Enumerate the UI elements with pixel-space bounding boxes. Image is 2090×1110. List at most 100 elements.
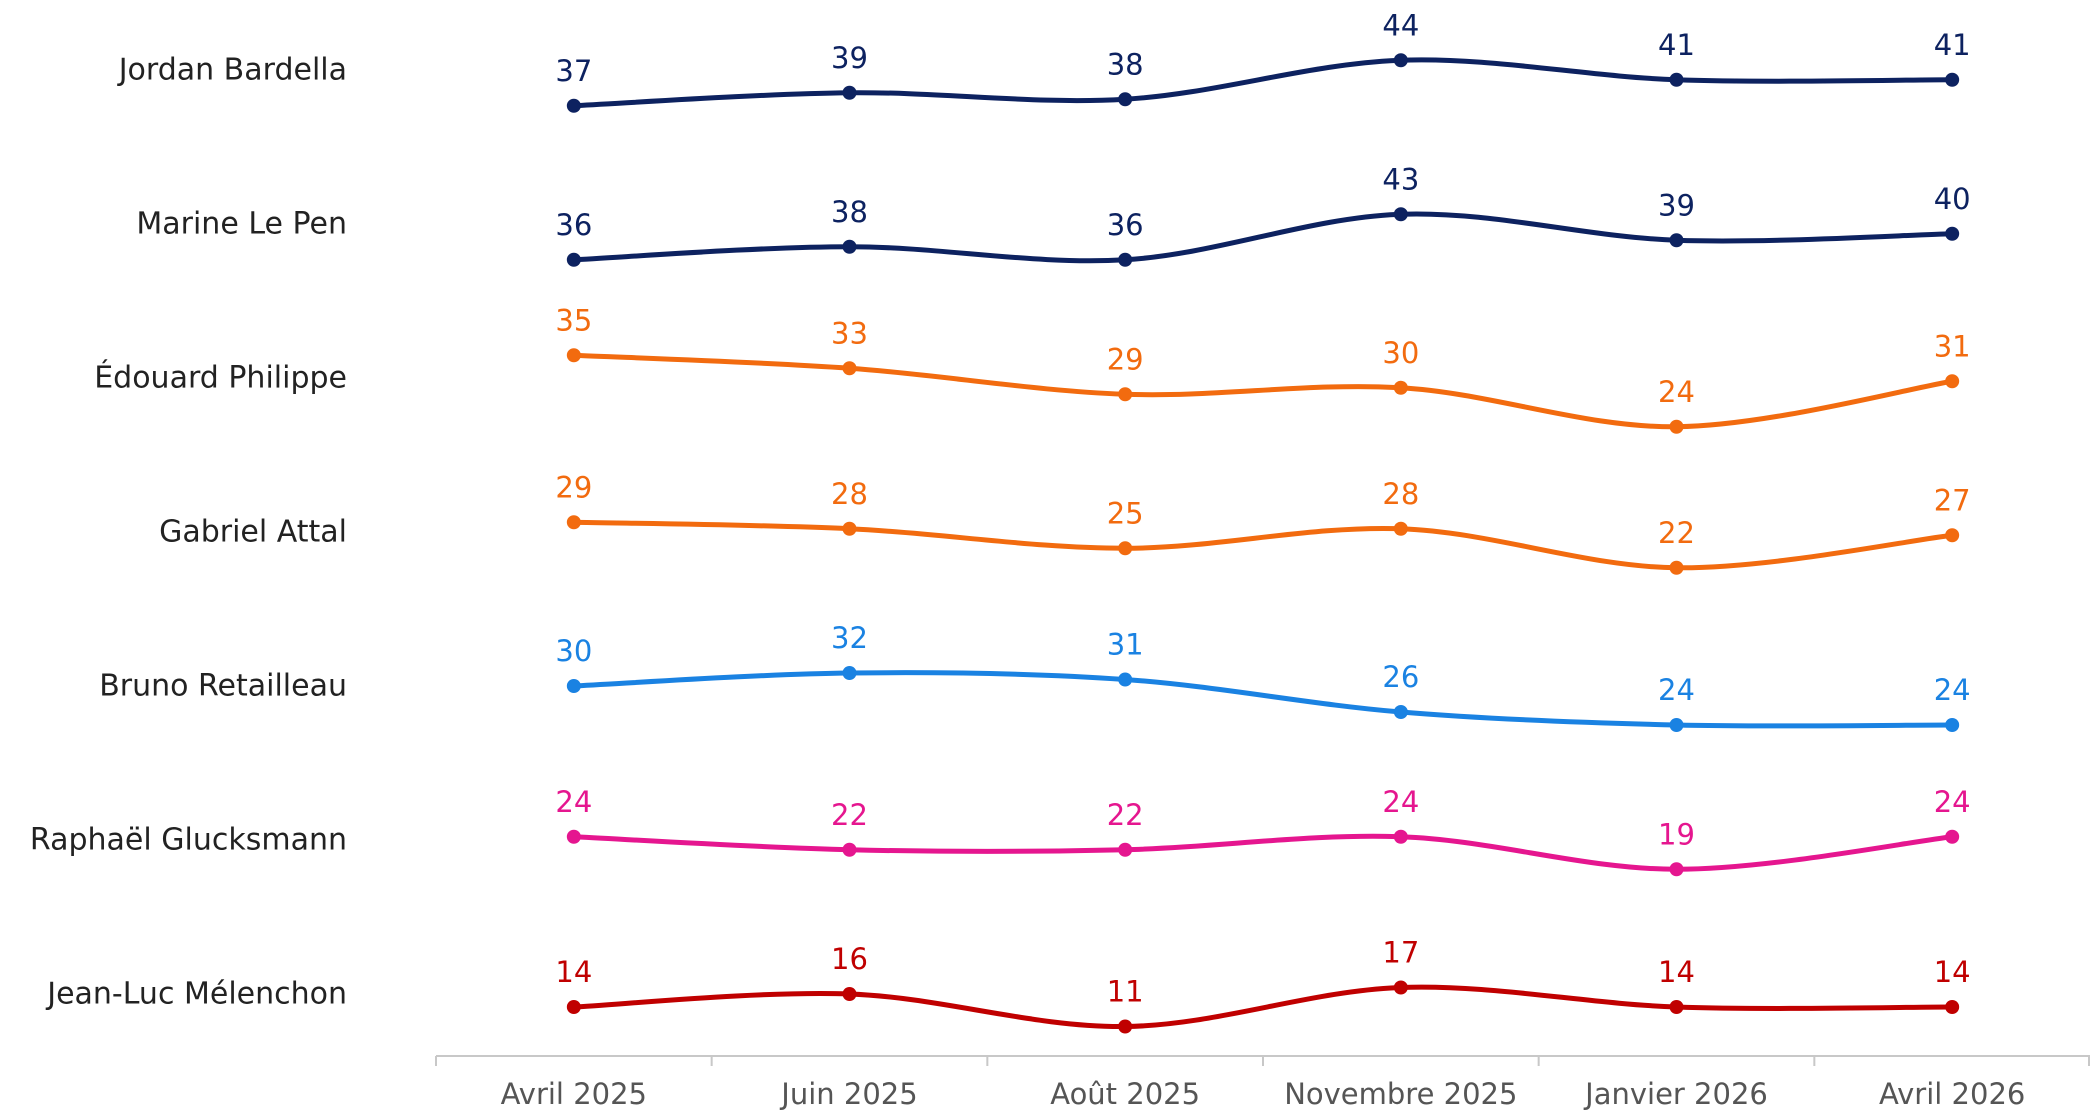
x-tick-label: Novembre 2025	[1284, 1077, 1517, 1110]
value-label: 22	[1658, 516, 1695, 550]
value-label: 14	[1658, 955, 1695, 989]
value-label: 36	[555, 208, 592, 242]
point	[1393, 380, 1408, 395]
value-label: 38	[1107, 47, 1144, 81]
point	[1669, 560, 1684, 575]
series-label: Édouard Philippe	[94, 360, 347, 396]
point	[1945, 718, 1960, 732]
line	[573, 833, 1953, 872]
x-tick-label: Avril 2026	[1879, 1077, 2025, 1110]
value-label: 39	[831, 41, 868, 75]
point	[1393, 980, 1408, 995]
line	[573, 984, 1953, 1030]
point	[842, 842, 857, 857]
value-label: 24	[1934, 673, 1971, 707]
value-label: 41	[1658, 28, 1695, 62]
point	[1945, 1000, 1960, 1014]
point	[1669, 1000, 1684, 1014]
point	[1118, 672, 1133, 687]
series-label: Gabriel Attal	[159, 515, 347, 550]
point	[1945, 226, 1960, 241]
value-label: 14	[555, 955, 592, 989]
value-label: 44	[1382, 8, 1419, 42]
value-label: 24	[1658, 375, 1695, 409]
point	[1669, 233, 1684, 248]
value-label: 22	[831, 798, 868, 832]
series-label: Raphaël Glucksmann	[30, 823, 347, 858]
value-label: 39	[1658, 188, 1695, 222]
point	[1118, 541, 1133, 556]
point	[1945, 528, 1960, 543]
value-label: 31	[1934, 329, 1971, 363]
value-label: 24	[1658, 673, 1695, 707]
point	[842, 987, 857, 1001]
line	[573, 519, 1953, 571]
point	[842, 239, 857, 254]
line	[573, 211, 1953, 264]
point	[1393, 53, 1408, 68]
point	[1393, 829, 1408, 844]
point	[1669, 419, 1684, 434]
point	[566, 515, 581, 530]
point	[566, 98, 581, 113]
point	[1945, 829, 1960, 844]
x-tick-label: Avril 2025	[501, 1077, 647, 1110]
line	[573, 57, 1953, 109]
point	[1118, 387, 1133, 402]
series-label: Jean-Luc Mélenchon	[45, 977, 347, 1012]
value-label: 28	[831, 477, 868, 511]
value-label: 36	[1107, 208, 1144, 242]
value-label: 41	[1934, 28, 1971, 62]
point	[1393, 207, 1408, 222]
value-label: 24	[1382, 785, 1419, 819]
value-label: 14	[1934, 955, 1971, 989]
value-label: 38	[831, 195, 868, 229]
value-label: 40	[1934, 182, 1971, 216]
value-label: 29	[1107, 342, 1144, 376]
value-label: 35	[555, 303, 592, 337]
value-label: 30	[555, 634, 592, 668]
x-tick-label: Juin 2025	[779, 1077, 917, 1110]
point	[566, 348, 581, 363]
point	[1669, 718, 1684, 732]
point	[1669, 862, 1684, 877]
line	[573, 352, 1953, 430]
value-label: 16	[831, 942, 868, 976]
value-label: 24	[555, 785, 592, 819]
value-label: 11	[1107, 975, 1144, 1009]
value-label: 26	[1382, 660, 1419, 694]
series-label: Bruno Retailleau	[99, 669, 347, 704]
value-label: 31	[1107, 628, 1144, 662]
x-tick-label: Août 2025	[1050, 1077, 1200, 1110]
point	[842, 666, 857, 680]
x-tick-label: Janvier 2026	[1583, 1077, 1768, 1110]
point	[1118, 842, 1133, 857]
point	[1393, 521, 1408, 536]
value-label: 32	[831, 621, 868, 655]
point	[1945, 374, 1960, 389]
value-label: 27	[1934, 483, 1971, 517]
value-label: 19	[1658, 817, 1695, 851]
point	[842, 361, 857, 376]
value-label: 37	[555, 54, 592, 88]
point	[566, 252, 581, 267]
point	[1945, 72, 1960, 87]
value-label: 33	[831, 316, 868, 350]
value-label: 17	[1382, 936, 1419, 970]
value-label: 29	[555, 470, 592, 504]
point	[842, 521, 857, 536]
point	[1393, 705, 1408, 719]
line	[573, 670, 1953, 729]
value-label: 28	[1382, 477, 1419, 511]
series-label: Jordan Bardella	[117, 53, 347, 88]
point	[1118, 1019, 1133, 1034]
value-label: 43	[1382, 162, 1419, 196]
value-label: 30	[1382, 336, 1419, 370]
point	[566, 1000, 581, 1014]
series-label: Marine Le Pen	[136, 207, 347, 242]
point	[842, 85, 857, 100]
point	[1118, 92, 1133, 107]
value-label: 22	[1107, 798, 1144, 832]
value-label: 24	[1934, 785, 1971, 819]
